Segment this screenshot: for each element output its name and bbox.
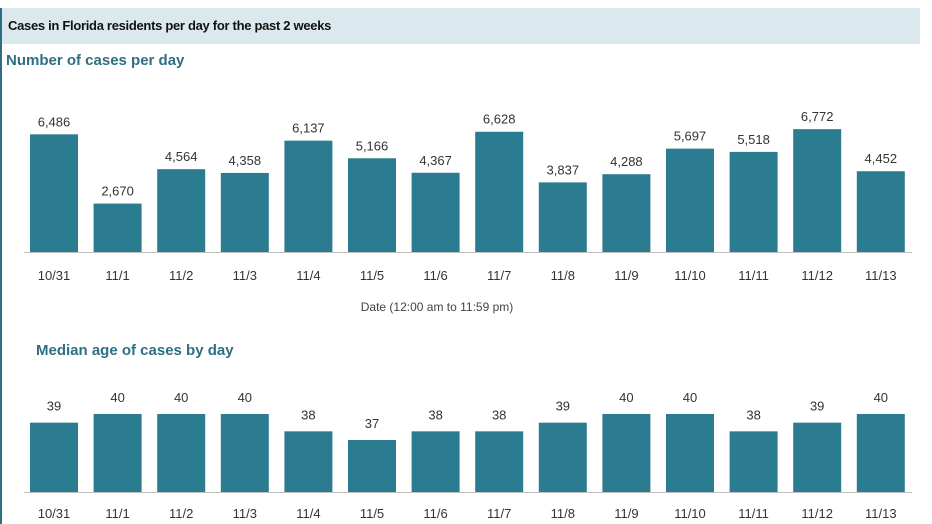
cases-bar [475,131,524,252]
age-tick-label: 10/31 [38,506,71,521]
cases-value-label: 4,367 [419,153,452,168]
age-value-label: 37 [365,416,379,431]
cases-value-label: 6,628 [483,112,516,127]
cases-bar [411,172,460,252]
page-title: Cases in Florida residents per day for t… [8,18,332,33]
cases-bar [538,182,587,252]
age-value-label: 40 [619,390,633,405]
age-bar [729,431,778,492]
age-bar [793,422,842,492]
cases-value-label: 5,166 [356,138,389,153]
age-tick-label: 11/5 [360,506,384,521]
cases-tick-label: 11/4 [296,268,320,283]
cases-tick-label: 11/8 [551,268,575,283]
age-value-label: 38 [301,407,315,422]
cases-tick-label: 11/12 [801,268,833,283]
cases-tick-label: 11/10 [674,268,706,283]
age-tick-label: 11/4 [296,506,320,521]
left-rule [0,44,2,524]
age-tick-label: 11/9 [614,506,638,521]
age-bar [30,422,78,492]
age-bar [856,414,905,492]
cases-value-label: 5,697 [674,129,707,144]
cases-tick-label: 11/13 [865,268,897,283]
cases-tick-label: 11/7 [487,268,511,283]
cases-value-label: 4,564 [165,149,198,164]
age-tick-label: 11/8 [551,506,575,521]
cases-bar [348,158,396,252]
cases-bar [666,148,714,252]
age-bar [348,440,396,492]
age-value-label: 40 [683,390,697,405]
age-bar [220,414,269,492]
cases-value-label: 6,486 [38,114,71,129]
age-tick-label: 11/6 [423,506,447,521]
age-value-label: 38 [492,407,506,422]
age-bar [157,414,206,492]
cases-tick-label: 11/6 [423,268,447,283]
age-tick-label: 11/1 [105,506,129,521]
cases-value-label: 6,137 [292,121,325,136]
age-bar [475,431,524,492]
age-value-label: 40 [238,390,252,405]
cases-bar [729,151,778,252]
age-tick-label: 11/7 [487,506,511,521]
cases-tick-label: 11/5 [360,268,384,283]
age-bar [666,414,714,492]
cases-chart-title: Number of cases per day [6,52,185,69]
cases-bar [93,203,142,252]
cases-value-label: 2,670 [101,184,134,199]
age-tick-label: 11/13 [865,506,897,521]
age-value-label: 39 [810,399,824,414]
age-bar [602,414,651,492]
age-tick-label: 11/11 [738,506,769,521]
age-value-label: 39 [47,399,61,414]
age-value-label: 40 [874,390,888,405]
age-value-label: 39 [556,399,570,414]
age-bar [284,431,333,492]
cases-value-label: 6,772 [801,109,834,124]
cases-value-label: 4,358 [229,153,262,168]
age-chart-title: Median age of cases by day [36,342,234,359]
cases-bar [284,140,333,252]
cases-tick-label: 11/9 [614,268,638,283]
age-tick-label: 11/2 [169,506,193,521]
cases-value-label: 4,288 [610,154,643,169]
age-value-label: 40 [110,390,124,405]
cases-value-label: 5,518 [737,132,770,147]
cases-value-label: 4,452 [865,151,898,166]
age-bar [93,414,142,492]
age-tick-label: 11/12 [801,506,833,521]
age-value-label: 38 [746,407,760,422]
age-value-label: 40 [174,390,188,405]
cases-bar [30,134,78,252]
cases-tick-label: 11/11 [738,268,769,283]
age-tick-label: 11/10 [674,506,706,521]
header-bar: Cases in Florida residents per day for t… [0,8,920,44]
age-tick-label: 11/3 [233,506,257,521]
cases-bar [856,171,905,252]
cases-bar [157,169,206,252]
cases-bar [793,129,842,252]
cases-tick-label: 11/3 [233,268,257,283]
cases-tick-label: 10/31 [38,268,71,283]
cases-value-label: 3,837 [547,162,580,177]
cases-tick-label: 11/1 [105,268,129,283]
age-value-label: 38 [428,407,442,422]
age-bar [411,431,460,492]
cases-x-axis-title: Date (12:00 am to 11:59 pm) [361,300,514,314]
cases-tick-label: 11/2 [169,268,193,283]
cases-bar [220,172,269,252]
cases-bar [602,174,651,252]
age-bar [538,422,587,492]
